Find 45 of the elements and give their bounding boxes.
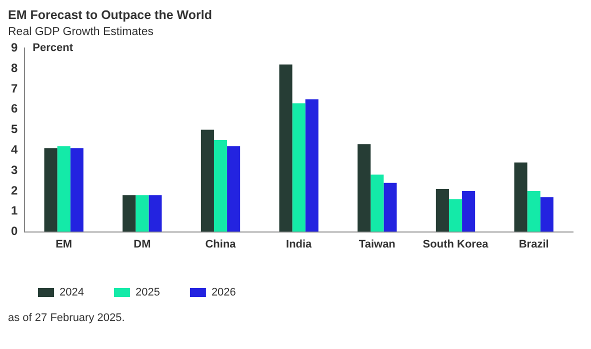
bar: [57, 146, 70, 232]
bar: [279, 64, 292, 232]
bar: [70, 148, 84, 232]
bar: [540, 197, 554, 232]
y-tick-label: 2: [10, 183, 18, 198]
text: as of 27 February 2025.: [8, 312, 126, 324]
x-tick-label: EM: [56, 238, 72, 250]
x-tick-label: DM: [134, 238, 151, 250]
legend-label: 2026: [211, 286, 236, 299]
x-tick-label: China: [205, 238, 237, 250]
y-tick-label: 4: [10, 142, 18, 157]
x-tick-label: Brazil: [518, 238, 549, 250]
bar: [305, 99, 318, 232]
y-tick-label: 0: [10, 224, 18, 238]
bar: [436, 188, 449, 232]
bar: [527, 191, 540, 232]
bar: [448, 199, 462, 232]
bar: [122, 195, 136, 232]
bar: [200, 130, 214, 232]
y-tick-label: 3: [10, 162, 18, 177]
x-tick-label: India: [286, 238, 313, 250]
bar: [44, 148, 58, 232]
chart-title: EM Forecast to Outpace the World: [8, 8, 213, 22]
y-tick-label: 5: [10, 122, 18, 136]
y-tick-label: 1: [10, 204, 18, 218]
y-tick-label: 8: [10, 60, 18, 75]
bar: [227, 146, 240, 232]
bar: [514, 162, 528, 232]
y-tick-label: 9: [10, 40, 18, 55]
bar: [358, 144, 371, 232]
y-tick-label: 7: [10, 81, 18, 96]
legend-label: 2024: [60, 286, 84, 299]
bar: [384, 182, 397, 232]
bar: [462, 191, 476, 232]
y-axis-title: Percent: [32, 42, 74, 54]
y-tick-label: 6: [10, 102, 18, 116]
chart-subtitle: Real GDP Growth Estimates: [8, 26, 155, 38]
bar: [214, 140, 228, 232]
bar: [292, 103, 306, 232]
bar: [136, 195, 149, 232]
legend-label: 2025: [135, 286, 160, 299]
x-tick-label: Taiwan: [358, 238, 396, 250]
bar: [370, 174, 384, 232]
x-tick-label: South Korea: [422, 238, 490, 250]
bar: [148, 195, 162, 232]
